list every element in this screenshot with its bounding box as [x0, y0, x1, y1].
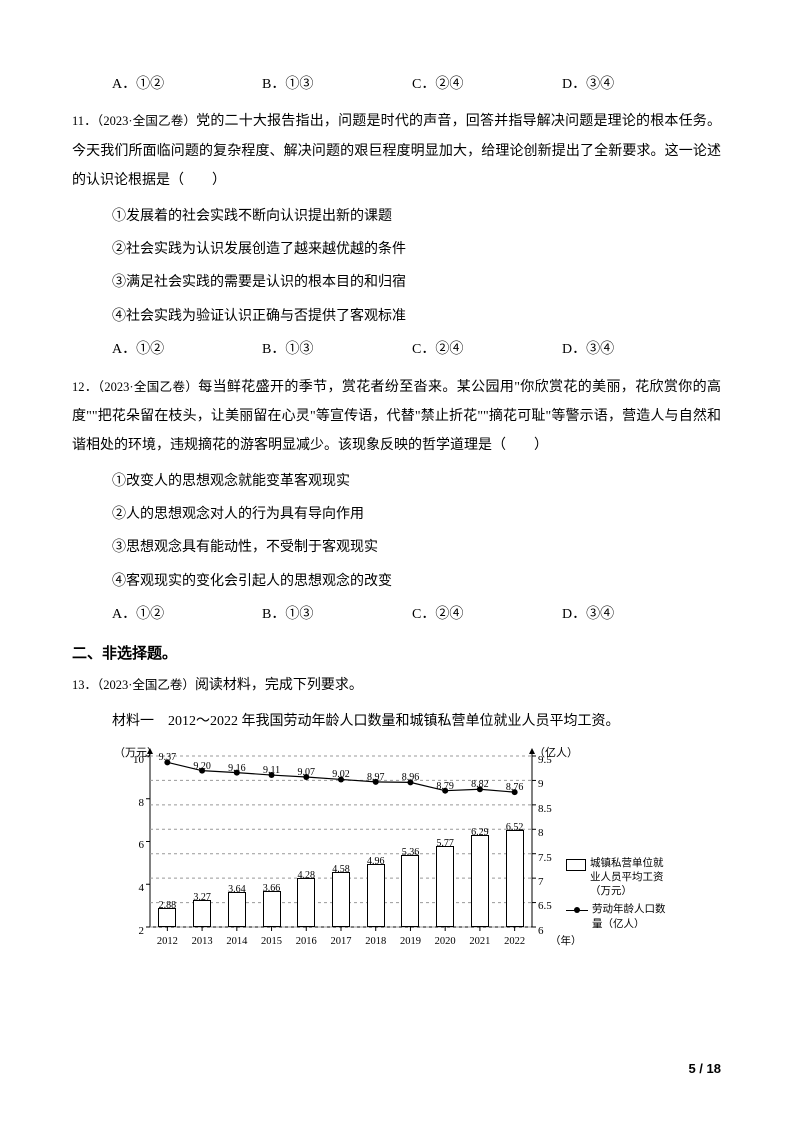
- q11-number: 11．: [72, 114, 97, 128]
- right-tick: 7: [538, 871, 564, 894]
- q12-choice-3: ③思想观念具有能动性，不受制于客观现实: [72, 533, 721, 562]
- bar-value-label: 3.66: [263, 878, 281, 899]
- x-tick: 2017: [331, 931, 352, 953]
- right-tick: 8: [538, 822, 564, 845]
- q13-number: 13．: [72, 678, 97, 692]
- q12-number: 12．: [72, 380, 98, 394]
- x-tick: 2015: [261, 931, 282, 953]
- bar: [506, 830, 524, 927]
- x-tick: 2013: [192, 931, 213, 953]
- q13-material-1: 材料一 2012～2022 年我国劳动年龄人口数量和城镇私营单位就业人员平均工资…: [72, 707, 721, 736]
- right-tick: 9: [538, 773, 564, 796]
- q13-source: （2023·全国乙卷）: [97, 678, 195, 692]
- q11-choice-4: ④社会实践为验证认识正确与否提供了客观标准: [72, 302, 721, 331]
- legend-line-label: 劳动年龄人口数量（亿人）: [592, 903, 666, 931]
- legend-line-swatch: [566, 906, 588, 916]
- bar-value-label: 5.77: [436, 833, 454, 854]
- q12-options: A．①② B．①③ C．②④ D．③④: [72, 600, 721, 629]
- bar: [471, 835, 489, 927]
- x-tick: 2019: [400, 931, 421, 953]
- q11-option-b: B．①③: [262, 335, 412, 364]
- line-value-label: 8.97: [367, 767, 385, 788]
- bar-value-label: 3.64: [228, 879, 246, 900]
- line-value-label: 8.82: [471, 774, 489, 795]
- bar-value-label: 4.96: [367, 851, 385, 872]
- page-number: 5 / 18: [688, 1055, 721, 1082]
- bar-value-label: 4.58: [332, 859, 350, 880]
- q12-stem: 12．（2023·全国乙卷）每当鲜花盛开的季节，赏花者纷至沓来。某公园用"你欣赏…: [72, 373, 721, 461]
- q12-choice-4: ④客观现实的变化会引起人的思想观念的改变: [72, 567, 721, 596]
- q10-option-c: C．②④: [412, 70, 562, 99]
- legend-bar-swatch: [566, 859, 586, 871]
- line-value-label: 9.16: [228, 758, 246, 779]
- combo-chart: （万元）（亿人）24681066.577.588.599.52.8820123.…: [112, 742, 672, 962]
- line-value-label: 9.37: [159, 747, 177, 768]
- q11-option-a: A．①②: [112, 335, 262, 364]
- exam-page: A．①② B．①③ C．②④ D．③④ 11．（2023·全国乙卷）党的二十大报…: [0, 0, 793, 1122]
- right-tick: 8.5: [538, 798, 564, 821]
- section-2-title: 二、非选择题。: [72, 638, 721, 670]
- q12-option-d: D．③④: [562, 600, 712, 629]
- legend-line: 劳动年龄人口数量（亿人）: [566, 903, 666, 931]
- bar: [332, 872, 350, 927]
- line-value-label: 9.02: [332, 764, 350, 785]
- left-tick: 4: [124, 877, 144, 900]
- line-value-label: 8.79: [436, 776, 454, 797]
- left-tick: 10: [124, 749, 144, 772]
- bar: [401, 855, 419, 927]
- q11-stem: 11．（2023·全国乙卷）党的二十大报告指出，问题是时代的声音，回答并指导解决…: [72, 107, 721, 195]
- line-value-label: 9.11: [263, 760, 280, 781]
- bar: [436, 846, 454, 927]
- bar-value-label: 3.27: [193, 887, 211, 908]
- chart-container: （万元）（亿人）24681066.577.588.599.52.8820123.…: [72, 742, 721, 962]
- legend-bar-label: 城镇私营单位就业人员平均工资（万元）: [590, 857, 666, 900]
- legend-bar: 城镇私营单位就业人员平均工资（万元）: [566, 857, 666, 900]
- q12-option-a: A．①②: [112, 600, 262, 629]
- q12-choice-2: ②人的思想观念对人的行为具有导向作用: [72, 500, 721, 529]
- x-tick: 2022: [504, 931, 525, 953]
- q12-option-b: B．①③: [262, 600, 412, 629]
- line-value-label: 9.07: [298, 762, 316, 783]
- line-value-label: 9.20: [193, 756, 211, 777]
- chart-legend: 城镇私营单位就业人员平均工资（万元） 劳动年龄人口数量（亿人）: [566, 857, 666, 936]
- q11-choice-3: ③满足社会实践的需要是认识的根本目的和归宿: [72, 268, 721, 297]
- q10-options: A．①② B．①③ C．②④ D．③④: [72, 70, 721, 99]
- q13-text: 阅读材料，完成下列要求。: [195, 678, 363, 693]
- left-tick: 6: [124, 834, 144, 857]
- bar-value-label: 5.36: [402, 842, 420, 863]
- x-tick: 2012: [157, 931, 178, 953]
- q13-stem: 13．（2023·全国乙卷）阅读材料，完成下列要求。: [72, 671, 721, 700]
- bar-value-label: 6.52: [506, 817, 524, 838]
- q10-option-a: A．①②: [112, 70, 262, 99]
- x-tick: 2018: [365, 931, 386, 953]
- bar-value-label: 4.28: [298, 865, 316, 886]
- right-tick: 9.5: [538, 749, 564, 772]
- q11-choice-1: ①发展着的社会实践不断向认识提出新的课题: [72, 202, 721, 231]
- bar: [367, 864, 385, 927]
- q11-choice-2: ②社会实践为认识发展创造了越来越优越的条件: [72, 235, 721, 264]
- x-tick: 2020: [435, 931, 456, 953]
- q12-source: （2023·全国乙卷）: [98, 380, 198, 394]
- q11-option-c: C．②④: [412, 335, 562, 364]
- right-tick: 6.5: [538, 895, 564, 918]
- left-tick: 8: [124, 792, 144, 815]
- right-tick: 7.5: [538, 847, 564, 870]
- q10-option-b: B．①③: [262, 70, 412, 99]
- bar-value-label: 6.29: [471, 822, 489, 843]
- q12-option-c: C．②④: [412, 600, 562, 629]
- line-value-label: 8.96: [402, 767, 420, 788]
- x-tick: 2021: [469, 931, 490, 953]
- left-tick: 2: [124, 920, 144, 943]
- line-value-label: 8.76: [506, 777, 524, 798]
- x-tick: 2016: [296, 931, 317, 953]
- q11-option-d: D．③④: [562, 335, 712, 364]
- q11-source: （2023·全国乙卷）: [97, 114, 196, 128]
- q12-choice-1: ①改变人的思想观念就能变革客观现实: [72, 467, 721, 496]
- q10-option-d: D．③④: [562, 70, 712, 99]
- x-tick: 2014: [226, 931, 247, 953]
- q11-options: A．①② B．①③ C．②④ D．③④: [72, 335, 721, 364]
- bar-value-label: 2.88: [159, 895, 177, 916]
